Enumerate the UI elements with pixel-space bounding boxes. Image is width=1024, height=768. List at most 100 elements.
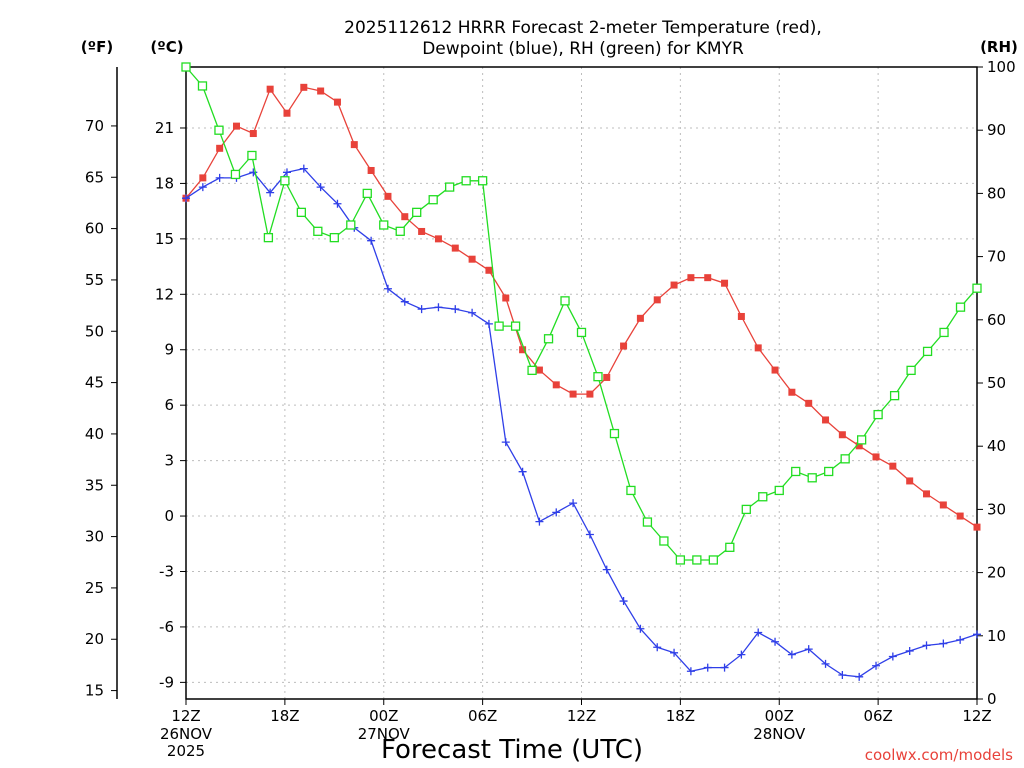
rh-tick-label: 90 <box>987 121 1006 139</box>
dewpoint-point <box>417 305 426 314</box>
temperature-point <box>552 381 560 389</box>
dewpoint-point <box>518 467 527 476</box>
dewpoint-point <box>973 630 981 639</box>
rh-tick-label: 40 <box>987 437 1006 455</box>
temperature-point <box>502 294 510 302</box>
rh-point <box>477 176 488 186</box>
temperature-point <box>872 453 880 461</box>
temperature-point <box>401 213 409 221</box>
rh-point <box>593 372 603 382</box>
x-tick-label: 12Z <box>962 707 991 725</box>
temperature-point <box>418 227 426 235</box>
chart-subtitle: Dewpoint (blue), RH (green) for KMYR <box>422 39 744 59</box>
dewpoint-point <box>771 637 780 646</box>
temperature-point <box>653 296 661 304</box>
temperature-point <box>923 490 931 498</box>
rh-tick-label: 20 <box>987 564 1006 582</box>
dewpoint-point <box>821 659 830 668</box>
celsius-tick-label: 0 <box>164 507 174 525</box>
rh-point <box>856 435 867 445</box>
temperature-point <box>216 144 224 152</box>
rh-point <box>494 321 504 331</box>
rh-point <box>609 428 620 439</box>
rh-point <box>181 62 191 72</box>
dewpoint-point <box>922 641 931 650</box>
rh-point <box>395 226 405 236</box>
rh-point <box>972 283 982 293</box>
temperature-point <box>367 166 375 174</box>
dewpoint-point <box>939 639 948 648</box>
rh-point <box>329 232 339 243</box>
temperature-point <box>670 281 678 289</box>
fahrenheit-tick-label: 15 <box>85 682 104 700</box>
fahrenheit-tick-label: 65 <box>85 168 104 186</box>
celsius-tick-label: 9 <box>164 341 174 359</box>
rh-point <box>708 555 718 565</box>
rh-point <box>412 207 422 218</box>
rh-point <box>873 409 883 420</box>
temperature-point <box>468 255 476 263</box>
temperature-point <box>535 366 543 374</box>
dewpoint-point <box>754 628 763 637</box>
x-tick-label: 18Z <box>666 707 695 725</box>
rh-point <box>675 555 686 565</box>
rh-point <box>527 365 537 376</box>
celsius-tick-label: 21 <box>155 119 174 137</box>
celsius-tick-label: -6 <box>159 618 174 636</box>
fahrenheit-tick-label: 45 <box>85 374 104 392</box>
temperature-point <box>838 431 846 439</box>
rh-point <box>840 454 850 464</box>
dewpoint-point <box>299 164 308 173</box>
x-axis-label: Forecast Time (UTC) <box>381 735 643 765</box>
rh-point <box>560 296 570 306</box>
rh-point <box>922 346 933 357</box>
rh-point <box>692 555 702 565</box>
dewpoint-point <box>182 194 190 203</box>
dewpoint-point <box>956 635 965 644</box>
rh-point <box>642 517 653 527</box>
rh-point <box>445 182 455 192</box>
dewpoint-point <box>804 645 813 654</box>
date-label: 26NOV <box>160 725 213 743</box>
date-label: 27NOV <box>358 725 411 743</box>
rh-unit-label: (RH) <box>980 38 1018 56</box>
dewpoint-point <box>855 672 864 681</box>
dewpoint-point <box>602 565 611 574</box>
x-tick-label: 06Z <box>863 707 892 725</box>
fahrenheit-tick-label: 50 <box>85 322 104 340</box>
rh-tick-label: 50 <box>987 374 1006 392</box>
rh-point <box>576 327 587 338</box>
dewpoint-point <box>434 303 443 312</box>
rh-point <box>725 542 735 552</box>
rh-point <box>247 150 257 161</box>
celsius-tick-label: 3 <box>164 452 174 470</box>
dewpoint-point <box>484 319 493 328</box>
dewpoint-point <box>198 183 207 192</box>
rh-point <box>296 207 307 218</box>
x-tick-label: 06Z <box>468 707 497 725</box>
temperature-point <box>350 141 358 149</box>
rh-point <box>362 188 372 199</box>
temperature-point <box>636 314 644 322</box>
plot-frame <box>185 66 978 700</box>
series-dewpoint <box>182 164 981 681</box>
temperature-point <box>788 388 796 396</box>
dewpoint-point <box>905 646 914 655</box>
rh-point <box>428 195 438 205</box>
x-tick-label: 12Z <box>567 707 596 725</box>
celsius-tick-label: 15 <box>155 230 174 248</box>
credit-text: coolwx.com/models <box>865 746 1013 764</box>
temperature-point <box>939 501 947 509</box>
rh-tick-label: 100 <box>987 58 1016 76</box>
dewpoint-point <box>400 297 409 306</box>
rh-point <box>543 334 554 344</box>
temperature-point <box>973 523 981 531</box>
temperature-point <box>586 390 594 398</box>
dewpoint-point <box>619 597 628 606</box>
fahrenheit-tick-label: 35 <box>85 476 104 494</box>
dewpoint-point <box>838 670 847 679</box>
temperature-point <box>603 373 611 381</box>
rh-point <box>197 81 208 91</box>
dewpoint-point <box>686 667 695 676</box>
